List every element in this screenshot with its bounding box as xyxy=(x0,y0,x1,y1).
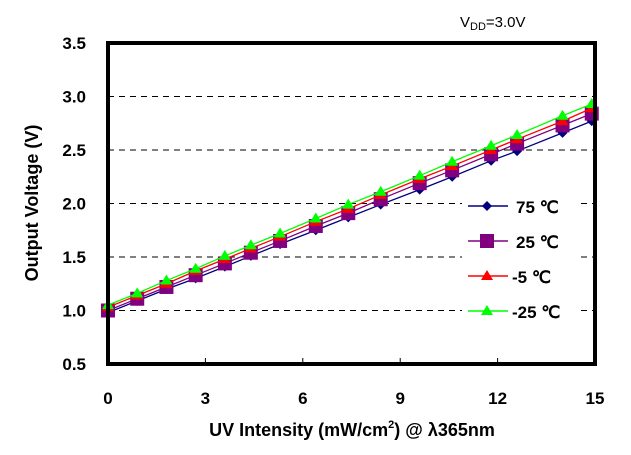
vdd-annotation: VDD=3.0V xyxy=(460,14,526,33)
data-point xyxy=(342,198,355,209)
x-axis-label: UV Intensity (mW/cm2) @ λ365nm xyxy=(209,419,495,440)
data-point xyxy=(131,287,144,298)
data-point xyxy=(374,185,387,196)
legend-label: -25 ℃ xyxy=(512,303,560,322)
y-tick-label: 2.5 xyxy=(62,141,86,160)
data-point xyxy=(556,109,569,120)
data-point xyxy=(446,155,459,166)
x-tick-label: 12 xyxy=(488,389,507,408)
legend-background xyxy=(462,190,578,324)
x-tick-label: 0 xyxy=(103,389,112,408)
y-axis-label: Output Voltage (V) xyxy=(22,125,42,282)
data-point xyxy=(160,274,173,285)
legend-marker xyxy=(481,305,493,315)
x-tick-label: 3 xyxy=(201,389,210,408)
data-point xyxy=(189,262,202,273)
x-tick-label: 15 xyxy=(586,389,605,408)
legend-label: 25 ℃ xyxy=(516,233,559,252)
legend-label: 75 ℃ xyxy=(516,198,559,217)
legend-marker xyxy=(480,234,494,248)
y-tick-label: 1.5 xyxy=(62,248,86,267)
series-line xyxy=(107,107,593,308)
data-point xyxy=(218,249,231,260)
x-tick-label: 6 xyxy=(298,389,307,408)
y-tick-label: 1.0 xyxy=(62,302,86,321)
data-point xyxy=(413,169,426,180)
y-tick-label: 3.0 xyxy=(62,88,86,107)
data-point xyxy=(244,239,257,250)
legend-marker xyxy=(481,270,493,280)
data-point xyxy=(309,212,322,223)
plot-frame xyxy=(106,41,597,366)
y-tick-label: 0.5 xyxy=(62,355,86,374)
y-tick-label: 3.5 xyxy=(62,34,86,53)
data-point xyxy=(274,227,287,238)
data-point xyxy=(485,139,498,150)
series-line xyxy=(107,103,592,306)
legend-marker xyxy=(482,201,492,211)
legend: 75 ℃ 25 ℃ -5 ℃ -25 ℃ xyxy=(468,198,560,322)
series-line xyxy=(107,113,592,312)
data-point xyxy=(511,129,524,140)
series-line xyxy=(107,120,592,314)
data-point xyxy=(556,115,569,126)
y-tick-label: 2.0 xyxy=(62,195,86,214)
x-tick-label: 9 xyxy=(395,389,404,408)
legend-label: -5 ℃ xyxy=(512,268,551,287)
